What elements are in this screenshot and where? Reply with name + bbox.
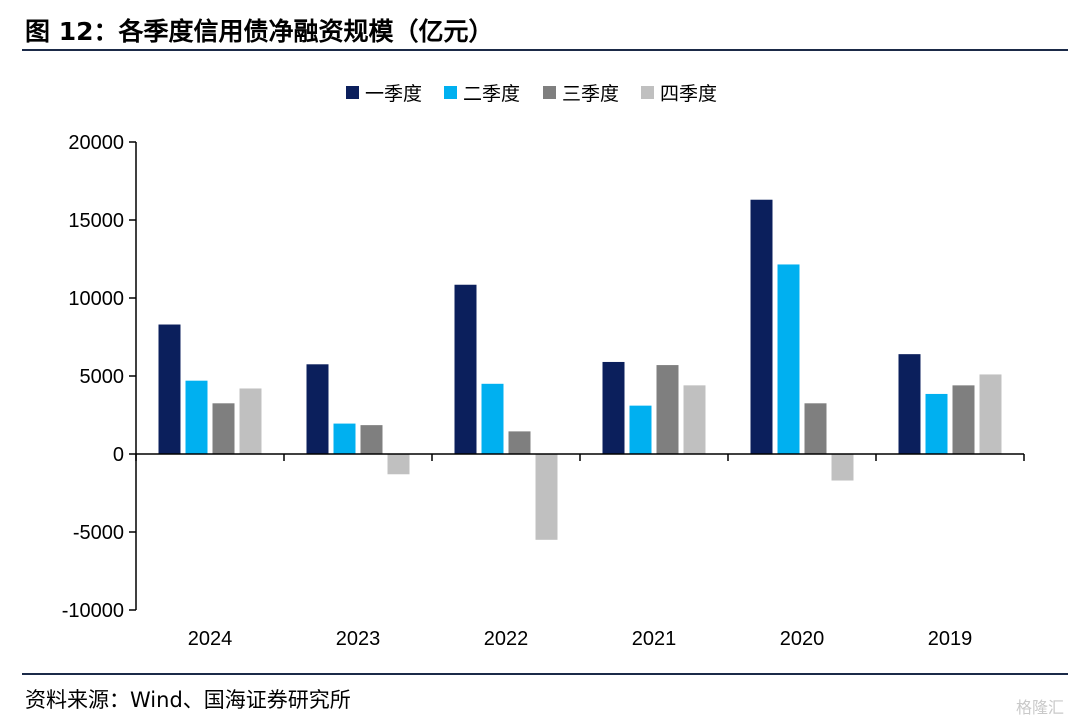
x-tick-label: 2019 xyxy=(928,628,973,650)
x-tick-label: 2022 xyxy=(484,628,529,650)
title-rule xyxy=(22,49,1068,51)
bar-2020-series-4 xyxy=(831,454,854,481)
bar-2024-series-1 xyxy=(158,324,181,454)
bar-2024-series-3 xyxy=(212,403,235,454)
bar-2023-series-3 xyxy=(360,425,383,454)
x-tick-label: 2024 xyxy=(188,628,233,650)
legend-swatch xyxy=(346,86,359,99)
legend-label: 一季度 xyxy=(365,83,422,105)
legend-swatch xyxy=(641,86,654,99)
bar-2022-series-1 xyxy=(454,284,477,454)
y-tick-label: 15000 xyxy=(68,210,124,232)
y-tick-label: 20000 xyxy=(68,132,124,154)
source-rule xyxy=(22,673,1068,675)
bar-2019-series-3 xyxy=(952,385,975,454)
bar-2023-series-2 xyxy=(333,423,356,454)
bar-2021-series-4 xyxy=(683,385,706,454)
bars xyxy=(158,199,1002,540)
figure-title: 图 12：各季度信用债净融资规模（亿元） xyxy=(25,17,494,46)
bar-2020-series-3 xyxy=(804,403,827,454)
legend: 一季度 二季度 三季度 四季度 xyxy=(346,83,717,105)
bar-2023-series-4 xyxy=(387,454,410,475)
x-tick-label: 2023 xyxy=(336,628,381,650)
y-axis: 20000 15000 10000 5000 0 -5000 -10000 xyxy=(62,132,137,622)
y-tick-label: -5000 xyxy=(73,522,124,544)
bar-2019-series-1 xyxy=(898,354,921,454)
bar-2020-series-1 xyxy=(750,199,773,454)
watermark: 格隆汇 xyxy=(1015,698,1064,717)
bar-2022-series-2 xyxy=(481,383,504,454)
bar-2019-series-4 xyxy=(979,374,1002,454)
bar-2021-series-2 xyxy=(629,405,652,454)
legend-swatch xyxy=(444,86,457,99)
bar-2022-series-3 xyxy=(508,431,531,454)
bar-2021-series-3 xyxy=(656,365,679,454)
bar-2024-series-2 xyxy=(185,380,208,454)
bar-2020-series-2 xyxy=(777,264,800,454)
legend-label: 二季度 xyxy=(463,83,520,105)
legend-label: 三季度 xyxy=(562,83,619,105)
legend-label: 四季度 xyxy=(660,83,717,105)
x-tick-label: 2020 xyxy=(780,628,825,650)
y-tick-label: -10000 xyxy=(62,600,124,622)
bar-2021-series-1 xyxy=(602,361,625,454)
bar-2023-series-1 xyxy=(306,364,329,454)
y-tick-label: 10000 xyxy=(68,288,124,310)
bar-2019-series-2 xyxy=(925,393,948,454)
bar-2022-series-4 xyxy=(535,454,558,540)
y-tick-label: 0 xyxy=(113,444,124,466)
bar-2024-series-4 xyxy=(239,388,262,454)
legend-swatch xyxy=(543,86,556,99)
y-tick-label: 5000 xyxy=(80,366,125,388)
source-note: 资料来源：Wind、国海证券研究所 xyxy=(25,688,351,712)
x-tick-label: 2021 xyxy=(632,628,677,650)
x-axis: 2024 2023 2022 2021 2020 2019 xyxy=(135,453,1025,650)
